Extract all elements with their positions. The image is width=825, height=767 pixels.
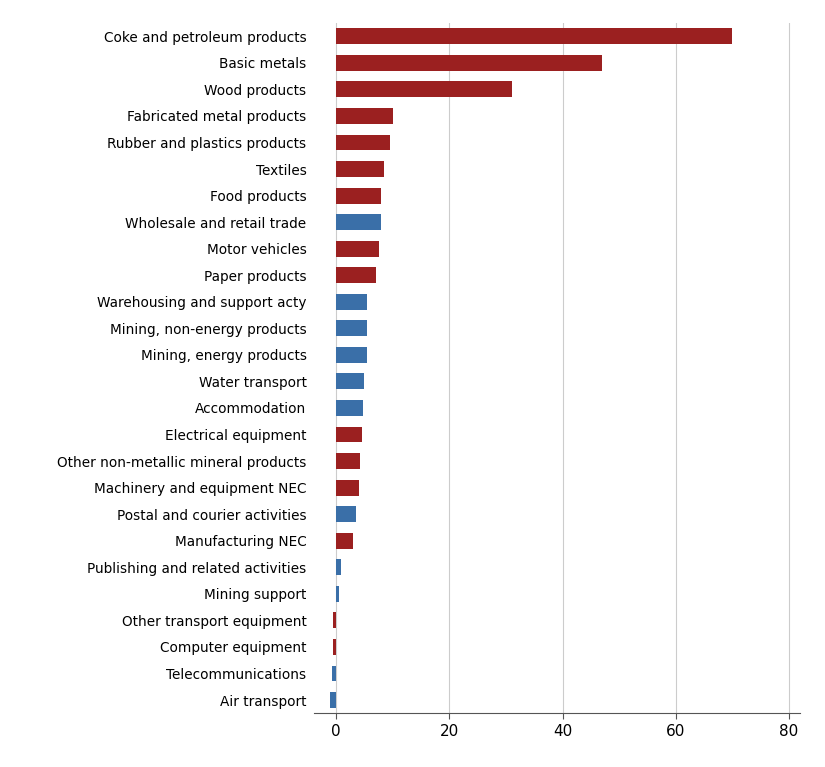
Bar — [336, 161, 384, 177]
Bar — [336, 81, 512, 97]
Bar — [336, 188, 381, 203]
Bar — [336, 533, 353, 548]
Bar — [336, 214, 381, 230]
Bar — [336, 108, 393, 124]
Bar — [336, 294, 367, 310]
Bar — [336, 479, 359, 495]
Bar — [336, 55, 602, 71]
Bar — [336, 347, 367, 363]
Bar — [332, 666, 336, 681]
Bar — [336, 134, 390, 150]
Bar — [336, 374, 365, 390]
Bar — [336, 426, 361, 443]
Bar — [336, 400, 363, 416]
Bar — [336, 586, 339, 602]
Bar — [336, 321, 367, 336]
Bar — [336, 241, 379, 257]
Bar — [333, 639, 336, 655]
Bar — [336, 267, 375, 283]
Bar — [336, 453, 360, 469]
Bar — [336, 559, 341, 575]
Bar — [336, 506, 356, 522]
Bar — [331, 692, 336, 708]
Bar — [336, 28, 733, 44]
Bar — [333, 612, 336, 628]
